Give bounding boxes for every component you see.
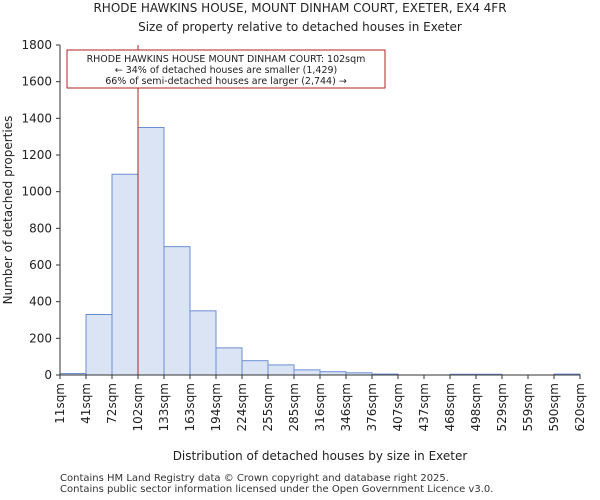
x-axis-label: Distribution of detached houses by size … bbox=[173, 449, 468, 463]
annotation-line-1: RHODE HAWKINS HOUSE MOUNT DINHAM COURT: … bbox=[87, 54, 366, 65]
histogram-bar bbox=[189, 310, 217, 376]
x-tick-label: 194sqm bbox=[209, 383, 223, 431]
x-tick-label: 407sqm bbox=[391, 383, 405, 431]
y-tick-label: 200 bbox=[29, 331, 52, 345]
x-tick-label: 11sqm bbox=[53, 383, 67, 424]
x-tick-label: 346sqm bbox=[339, 383, 353, 431]
x-tick-label: 102sqm bbox=[131, 383, 145, 431]
chart-title: RHODE HAWKINS HOUSE, MOUNT DINHAM COURT,… bbox=[93, 1, 507, 15]
x-tick-label: 559sqm bbox=[521, 383, 535, 431]
x-tick-label: 224sqm bbox=[235, 383, 249, 431]
histogram-bar bbox=[85, 314, 113, 376]
histogram-bar bbox=[215, 347, 243, 376]
y-tick-label: 600 bbox=[29, 258, 52, 272]
x-tick-label: 316sqm bbox=[313, 383, 327, 431]
footer-line-2: Contains public sector information licen… bbox=[60, 484, 494, 495]
x-tick-label: 620sqm bbox=[573, 383, 587, 431]
x-tick-label: 376sqm bbox=[365, 383, 379, 431]
histogram-bar bbox=[267, 364, 295, 376]
x-tick-label: 468sqm bbox=[443, 383, 457, 431]
x-tick-label: 529sqm bbox=[495, 383, 509, 431]
y-axis-label: Number of detached properties bbox=[1, 116, 15, 305]
y-tick-label: 800 bbox=[29, 221, 52, 235]
annotation-line-3: 66% of semi-detached houses are larger (… bbox=[105, 76, 347, 87]
y-tick-label: 1600 bbox=[21, 75, 52, 89]
y-tick-label: 1800 bbox=[21, 38, 52, 52]
x-tick-label: 255sqm bbox=[261, 383, 275, 431]
histogram-bar bbox=[241, 360, 269, 376]
histogram-chart: 0 200 400 600 800 1000 1200 1400 1600 1800 11sqm 41… bbox=[1, 38, 587, 463]
y-tick-label: 0 bbox=[44, 368, 52, 382]
histogram-bar bbox=[163, 246, 191, 376]
x-tick-label: 437sqm bbox=[417, 383, 431, 431]
x-tick-label: 133sqm bbox=[157, 383, 171, 431]
histogram-bar bbox=[111, 173, 139, 376]
histogram-bar bbox=[293, 369, 321, 376]
y-tick-label: 1000 bbox=[21, 185, 52, 199]
annotation-line-2: ← 34% of detached houses are smaller (1,… bbox=[115, 65, 338, 76]
x-tick-label: 72sqm bbox=[105, 383, 119, 424]
annotation-box: RHODE HAWKINS HOUSE MOUNT DINHAM COURT: … bbox=[66, 49, 386, 89]
bars-group bbox=[59, 127, 581, 376]
x-tick-label: 498sqm bbox=[469, 383, 483, 431]
footer-line-1: Contains HM Land Registry data © Crown c… bbox=[60, 473, 449, 484]
x-tick-label: 285sqm bbox=[287, 383, 301, 431]
histogram-bar bbox=[137, 127, 165, 376]
x-tick-label: 590sqm bbox=[547, 383, 561, 431]
axes-group: 0 200 400 600 800 1000 1200 1400 1600 1800 11sqm 41… bbox=[21, 38, 587, 431]
chart-subtitle: Size of property relative to detached ho… bbox=[138, 20, 462, 34]
y-tick-label: 1200 bbox=[21, 148, 52, 162]
y-tick-label: 400 bbox=[29, 295, 52, 309]
x-tick-label: 41sqm bbox=[79, 383, 93, 424]
y-tick-label: 1400 bbox=[21, 111, 52, 125]
x-tick-label: 163sqm bbox=[183, 383, 197, 431]
